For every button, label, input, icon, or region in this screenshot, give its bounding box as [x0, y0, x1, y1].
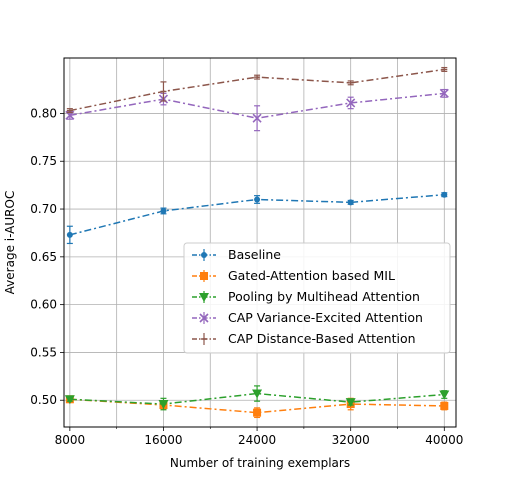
legend-box	[183, 242, 451, 354]
data-point	[254, 196, 261, 203]
legend-item: Pooling by Multihead Attention	[192, 289, 420, 304]
data-point	[66, 231, 73, 238]
data-point	[160, 207, 167, 214]
plot-frame	[63, 57, 457, 428]
legend: Baseline Gated-Attention based MIL Pooling…	[183, 242, 451, 354]
y-axis-label: Average i-AUROC	[3, 191, 17, 295]
legend-item: CAP Variance-Excited Attention	[192, 310, 423, 325]
data-point	[252, 389, 263, 399]
legend-marker	[199, 313, 209, 323]
data-point	[252, 113, 262, 123]
x-tick-label: 16000	[144, 433, 182, 447]
data-point	[347, 199, 354, 206]
data-point	[64, 395, 75, 405]
series-1	[66, 191, 448, 245]
data-point	[440, 401, 449, 410]
data-point	[253, 408, 262, 417]
series-3	[64, 385, 450, 411]
x-tick-label: 8000	[55, 433, 86, 447]
data-point	[439, 88, 449, 98]
x-tick-label: 32000	[332, 433, 370, 447]
data-point	[346, 98, 356, 108]
series-line	[69, 392, 445, 405]
x-axis-label: Number of training exemplars	[170, 456, 350, 470]
legend-marker	[201, 252, 207, 258]
x-tick-label: 40000	[425, 433, 463, 447]
y-tick-label: 0.80	[30, 106, 57, 120]
data-point	[158, 400, 169, 410]
y-tick-label: 0.55	[30, 345, 57, 359]
legend-item: Gated-Attention based MIL	[192, 268, 395, 283]
legend-marker	[200, 272, 208, 280]
y-tick-label: 0.50	[30, 393, 57, 407]
legend-item: CAP Distance-Based Attention	[192, 331, 416, 346]
data-point	[441, 191, 448, 198]
legend-label: Gated-Attention based MIL	[228, 268, 395, 283]
data-point	[345, 398, 356, 408]
y-tick-label: 0.60	[30, 298, 57, 312]
legend-label: CAP Distance-Based Attention	[228, 331, 416, 346]
legend-item: Baseline	[192, 247, 281, 262]
y-tick-label: 0.75	[30, 154, 57, 168]
y-tick-label: 0.70	[30, 202, 57, 216]
y-tick-label: 0.65	[30, 250, 57, 264]
series-5	[66, 66, 448, 114]
x-tick-label: 24000	[238, 433, 276, 447]
legend-marker	[199, 293, 209, 302]
data-point	[439, 390, 450, 400]
legend-label: CAP Variance-Excited Attention	[228, 310, 423, 325]
series-layer	[64, 66, 450, 419]
legend-label: Pooling by Multihead Attention	[228, 289, 420, 304]
legend-label: Baseline	[228, 247, 281, 262]
axes-ticks: 8000 16000 24000 32000 40000 0.50 0.55 0.60 0.65…	[30, 106, 463, 447]
